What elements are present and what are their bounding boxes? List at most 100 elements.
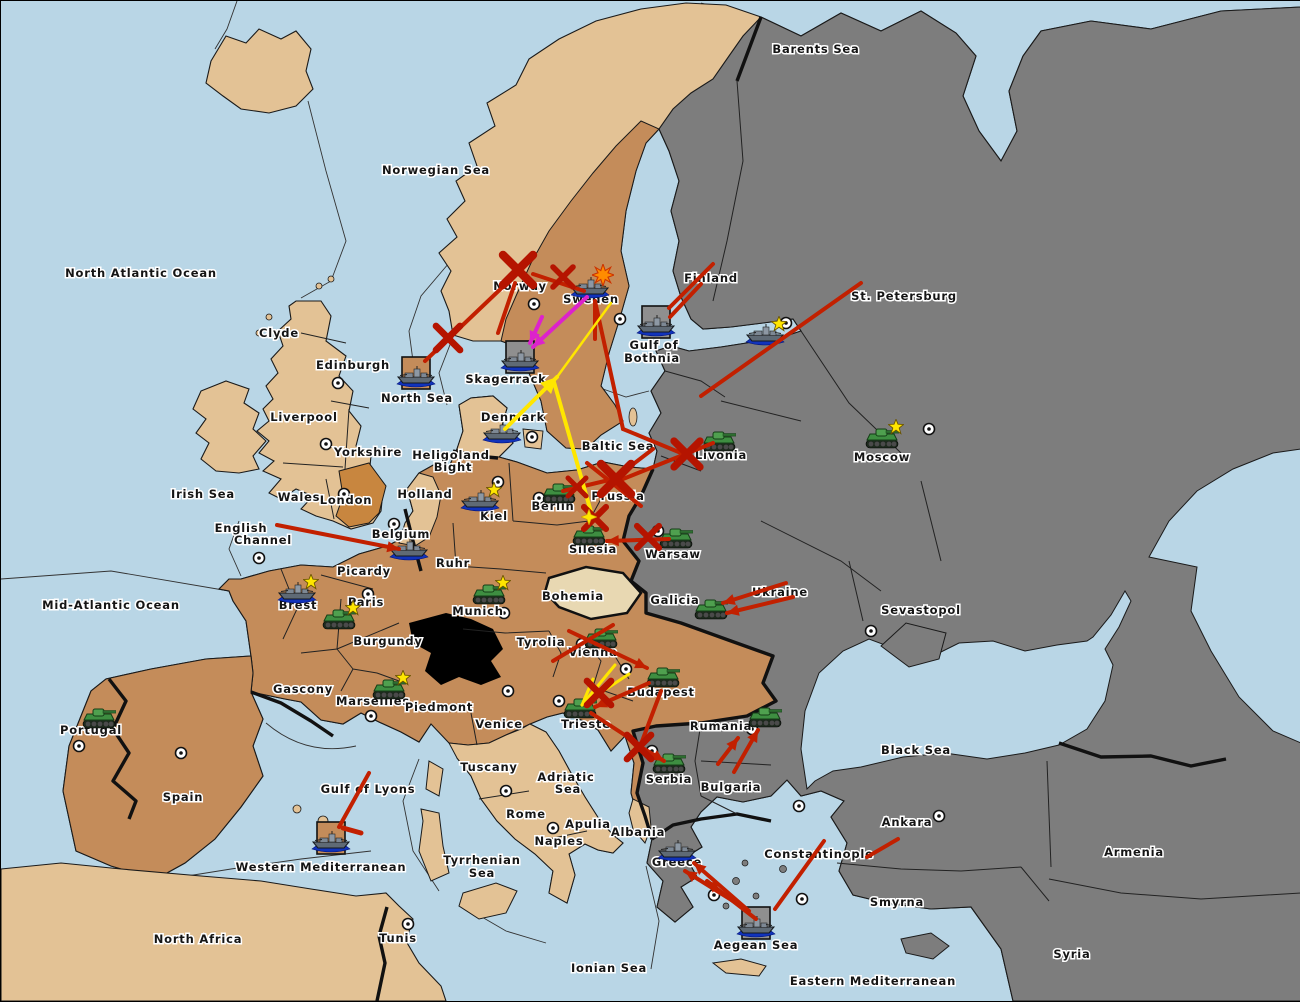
label-munich: Munich [452, 604, 504, 618]
label-bulgaria: Bulgaria [701, 780, 762, 794]
supply-center [795, 892, 809, 906]
label-gulf-of: Gulf of [629, 338, 678, 352]
label-gascony: Gascony [273, 682, 333, 696]
order-arrow-support [580, 663, 617, 707]
standoff-x-mark [633, 522, 663, 552]
borders-thin [280, 80, 1300, 902]
supply-center [499, 784, 513, 798]
order-arrow-attack [551, 623, 615, 663]
island-sicily[interactable] [458, 882, 518, 920]
supply-centers-layer [72, 297, 946, 931]
fleet-north-sea-dislodged[interactable] [396, 356, 436, 390]
region-london[interactable] [335, 462, 387, 528]
supply-center [72, 739, 86, 753]
label-heligoland: Heligoland [412, 448, 490, 462]
supply-center [387, 517, 401, 531]
sea-black[interactable] [800, 590, 1132, 791]
order-arrow-attack [567, 629, 649, 670]
standoff-x-mark [670, 437, 704, 471]
label-tyrrhenian: Tyrrhenian [443, 853, 520, 867]
label-sevastopol: Sevastopol [881, 603, 961, 617]
supply-center [932, 809, 946, 823]
standoff-x-mark [565, 475, 589, 499]
supply-center [319, 437, 333, 451]
standoff-x-mark [583, 677, 615, 709]
label-irish-sea: Irish Sea [171, 487, 235, 501]
standoff-x-mark [596, 459, 636, 499]
label-yorkshire: Yorkshire [333, 445, 402, 459]
region-italy-south[interactable] [448, 723, 624, 904]
label-bight: Bight [434, 460, 473, 474]
label-rumania: Rumania [690, 719, 752, 733]
order-arrow-attack [496, 281, 517, 335]
label-western-mediterranean: Western Mediterranean [236, 860, 407, 874]
label-black-sea: Black Sea [881, 743, 951, 757]
order-arrow-attack [721, 581, 788, 605]
fleet-bothnia-dislodged[interactable] [636, 305, 676, 339]
label-naples: Naples [534, 834, 583, 848]
result-marks-layer [432, 250, 704, 763]
sea-caspian [1148, 448, 1300, 744]
label-baltic-sea: Baltic Sea [582, 439, 655, 453]
label-wales: Wales [278, 490, 321, 504]
label-tunis: Tunis [379, 931, 417, 945]
region-bohemia[interactable] [543, 565, 643, 621]
order-arrow-attack [668, 282, 703, 319]
island-corsica[interactable] [425, 760, 444, 797]
label-ruhr: Ruhr [436, 556, 470, 570]
label-tyrolia: Tyrolia [517, 635, 566, 649]
order-arrow-attack [773, 839, 826, 911]
standoff-x-mark [550, 264, 576, 290]
label-venice: Venice [475, 717, 523, 731]
order-arrow-convoy [531, 295, 589, 349]
supply-center [497, 606, 511, 620]
order-arrow-attack [605, 534, 671, 547]
labels-layer: North Atlantic Ocean Norwegian Sea Barents… [41, 41, 1165, 990]
small-islands-uk [255, 275, 335, 337]
supply-center [252, 551, 266, 565]
order-arrow-attack [732, 728, 760, 774]
region-crimea[interactable] [880, 622, 947, 668]
supply-center [331, 376, 345, 390]
label-st-petersburg: St. Petersburg [851, 289, 957, 303]
label-sea: Sea [555, 782, 581, 796]
label-constantinople: Constantinople [764, 847, 874, 861]
label-serbia: Serbia [646, 772, 693, 786]
order-arrow-attack [667, 262, 715, 310]
standoff-x-mark [432, 322, 464, 354]
order-arrow-attack [593, 299, 625, 431]
island-cyprus [900, 932, 950, 960]
label-galicia: Galicia [650, 593, 699, 607]
order-arrow-attack [275, 523, 401, 553]
region-north-africa[interactable] [1, 862, 447, 1001]
label-tuscany: Tuscany [460, 760, 517, 774]
order-arrow-support [555, 301, 613, 379]
orders-arrows-layer [275, 262, 900, 921]
supply-center [546, 821, 560, 835]
label-syria: Syria [1053, 947, 1090, 961]
label-burgundy: Burgundy [353, 634, 422, 648]
order-arrow-attack [683, 869, 743, 908]
label-eastern-mediterranean: Eastern Mediterranean [790, 974, 956, 988]
sea-borders [1, 1, 758, 970]
island-sardinia[interactable] [418, 808, 450, 882]
supply-center [174, 746, 188, 760]
label-warsaw: Warsaw [645, 547, 701, 561]
supply-center [613, 312, 627, 326]
region-albania[interactable] [628, 798, 652, 844]
fleet-aegean-dislodged[interactable] [736, 906, 776, 940]
label-albania: Albania [611, 825, 665, 839]
order-arrow-attack [699, 281, 863, 398]
label-kiel: Kiel [480, 509, 508, 523]
label-spain: Spain [163, 790, 203, 804]
supply-center [922, 422, 936, 436]
region-iceland[interactable] [205, 28, 314, 114]
supply-center [401, 917, 415, 931]
fleet-skagerrack-dislodged[interactable] [500, 340, 540, 374]
order-arrow-attack [593, 681, 651, 709]
label-sea: Sea [469, 866, 495, 880]
region-ireland[interactable] [192, 380, 267, 474]
label-north-africa: North Africa [154, 932, 243, 946]
label-clyde: Clyde [259, 326, 299, 340]
